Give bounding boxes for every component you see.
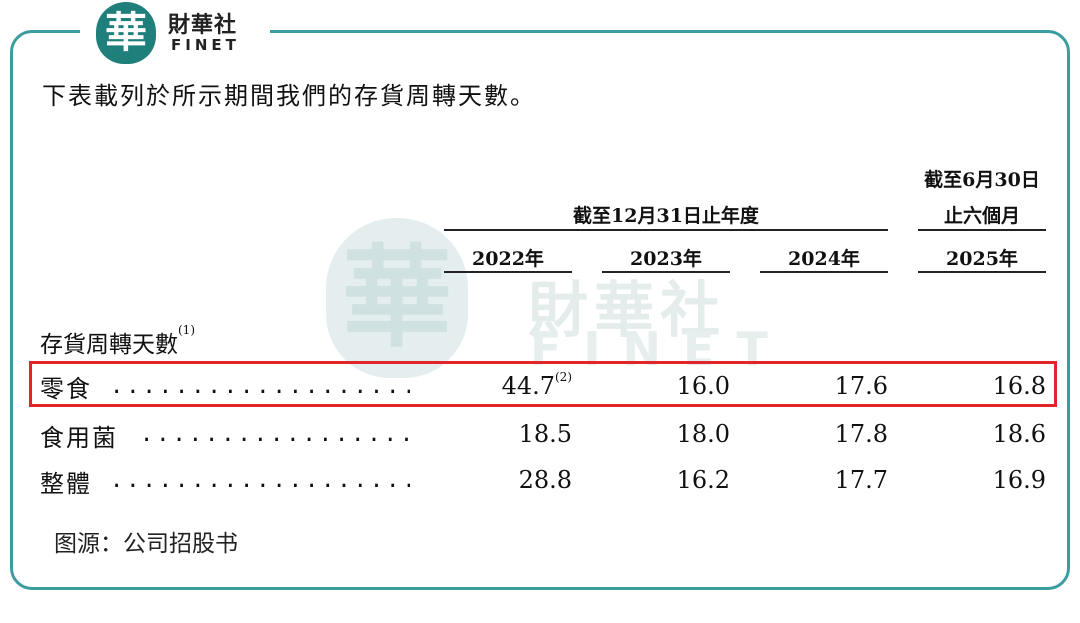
header-year-2025: 2025年 xyxy=(946,248,1018,270)
watermark-chinese: 財華社 xyxy=(528,276,726,346)
header-rule-2024 xyxy=(760,271,888,273)
cell-overall-2023: 16.2 xyxy=(676,466,730,494)
header-rule-half-group xyxy=(918,229,1046,231)
cell-edible-fungi-2024: 17.8 xyxy=(834,420,888,448)
watermark-seal: 華 xyxy=(326,218,468,378)
row-label-snacks: 零食 xyxy=(40,375,92,403)
header-rule-2022 xyxy=(444,271,572,273)
section-footnote-mark: (1) xyxy=(178,323,195,337)
header-half-year-line1: 截至6月30日 xyxy=(924,169,1040,191)
row-label-overall: 整體 xyxy=(40,470,92,498)
row-label-edible-fungi: 食用菌 xyxy=(40,424,118,452)
header-year-2022: 2022年 xyxy=(472,248,544,270)
cell-edible-fungi-2023: 18.0 xyxy=(676,420,730,448)
section-label-inventory-turnover-days: 存貨周轉天數(1) xyxy=(40,323,195,359)
cell-snacks-2024: 17.6 xyxy=(834,372,888,400)
section-label-text: 存貨周轉天數 xyxy=(40,332,178,358)
cell-overall-2025: 16.9 xyxy=(992,466,1046,494)
header-fiscal-year-group: 截至12月31日止年度 xyxy=(573,205,759,227)
cell-snacks-2022: 44.7(2) xyxy=(452,370,572,400)
row-leader-dots: .................... xyxy=(110,374,410,399)
intro-text: 下表載列於所示期間我們的存貨周轉天數。 xyxy=(42,82,536,110)
logo-english-name: FINET xyxy=(171,36,240,54)
cell-snacks-2025: 16.8 xyxy=(992,372,1046,400)
header-half-year-line2: 止六個月 xyxy=(943,205,1020,227)
logo-chinese-name: 財華社 xyxy=(168,13,238,38)
cell-value: 44.7 xyxy=(501,372,555,400)
cell-footnote-mark: (2) xyxy=(555,370,572,384)
header-year-2024: 2024年 xyxy=(788,248,860,270)
cell-edible-fungi-2022: 18.5 xyxy=(518,420,572,448)
source-caption: 图源：公司招股书 xyxy=(54,531,238,557)
row-leader-dots: .................. xyxy=(140,422,410,447)
row-leader-dots: .................... xyxy=(110,468,410,493)
header-rule-2023 xyxy=(602,271,730,273)
header-rule-year-group xyxy=(444,229,888,231)
watermark-english: FINET xyxy=(530,322,790,376)
cell-snacks-2023: 16.0 xyxy=(676,372,730,400)
header-year-2023: 2023年 xyxy=(630,248,702,270)
finet-logo-seal: 華 xyxy=(96,2,156,64)
highlight-box-snacks-row xyxy=(29,361,1057,407)
cell-overall-2024: 17.7 xyxy=(834,466,888,494)
document-frame xyxy=(10,30,1070,590)
cell-overall-2022: 28.8 xyxy=(518,466,572,494)
header-rule-2025 xyxy=(918,271,1046,273)
cell-edible-fungi-2025: 18.6 xyxy=(992,420,1046,448)
